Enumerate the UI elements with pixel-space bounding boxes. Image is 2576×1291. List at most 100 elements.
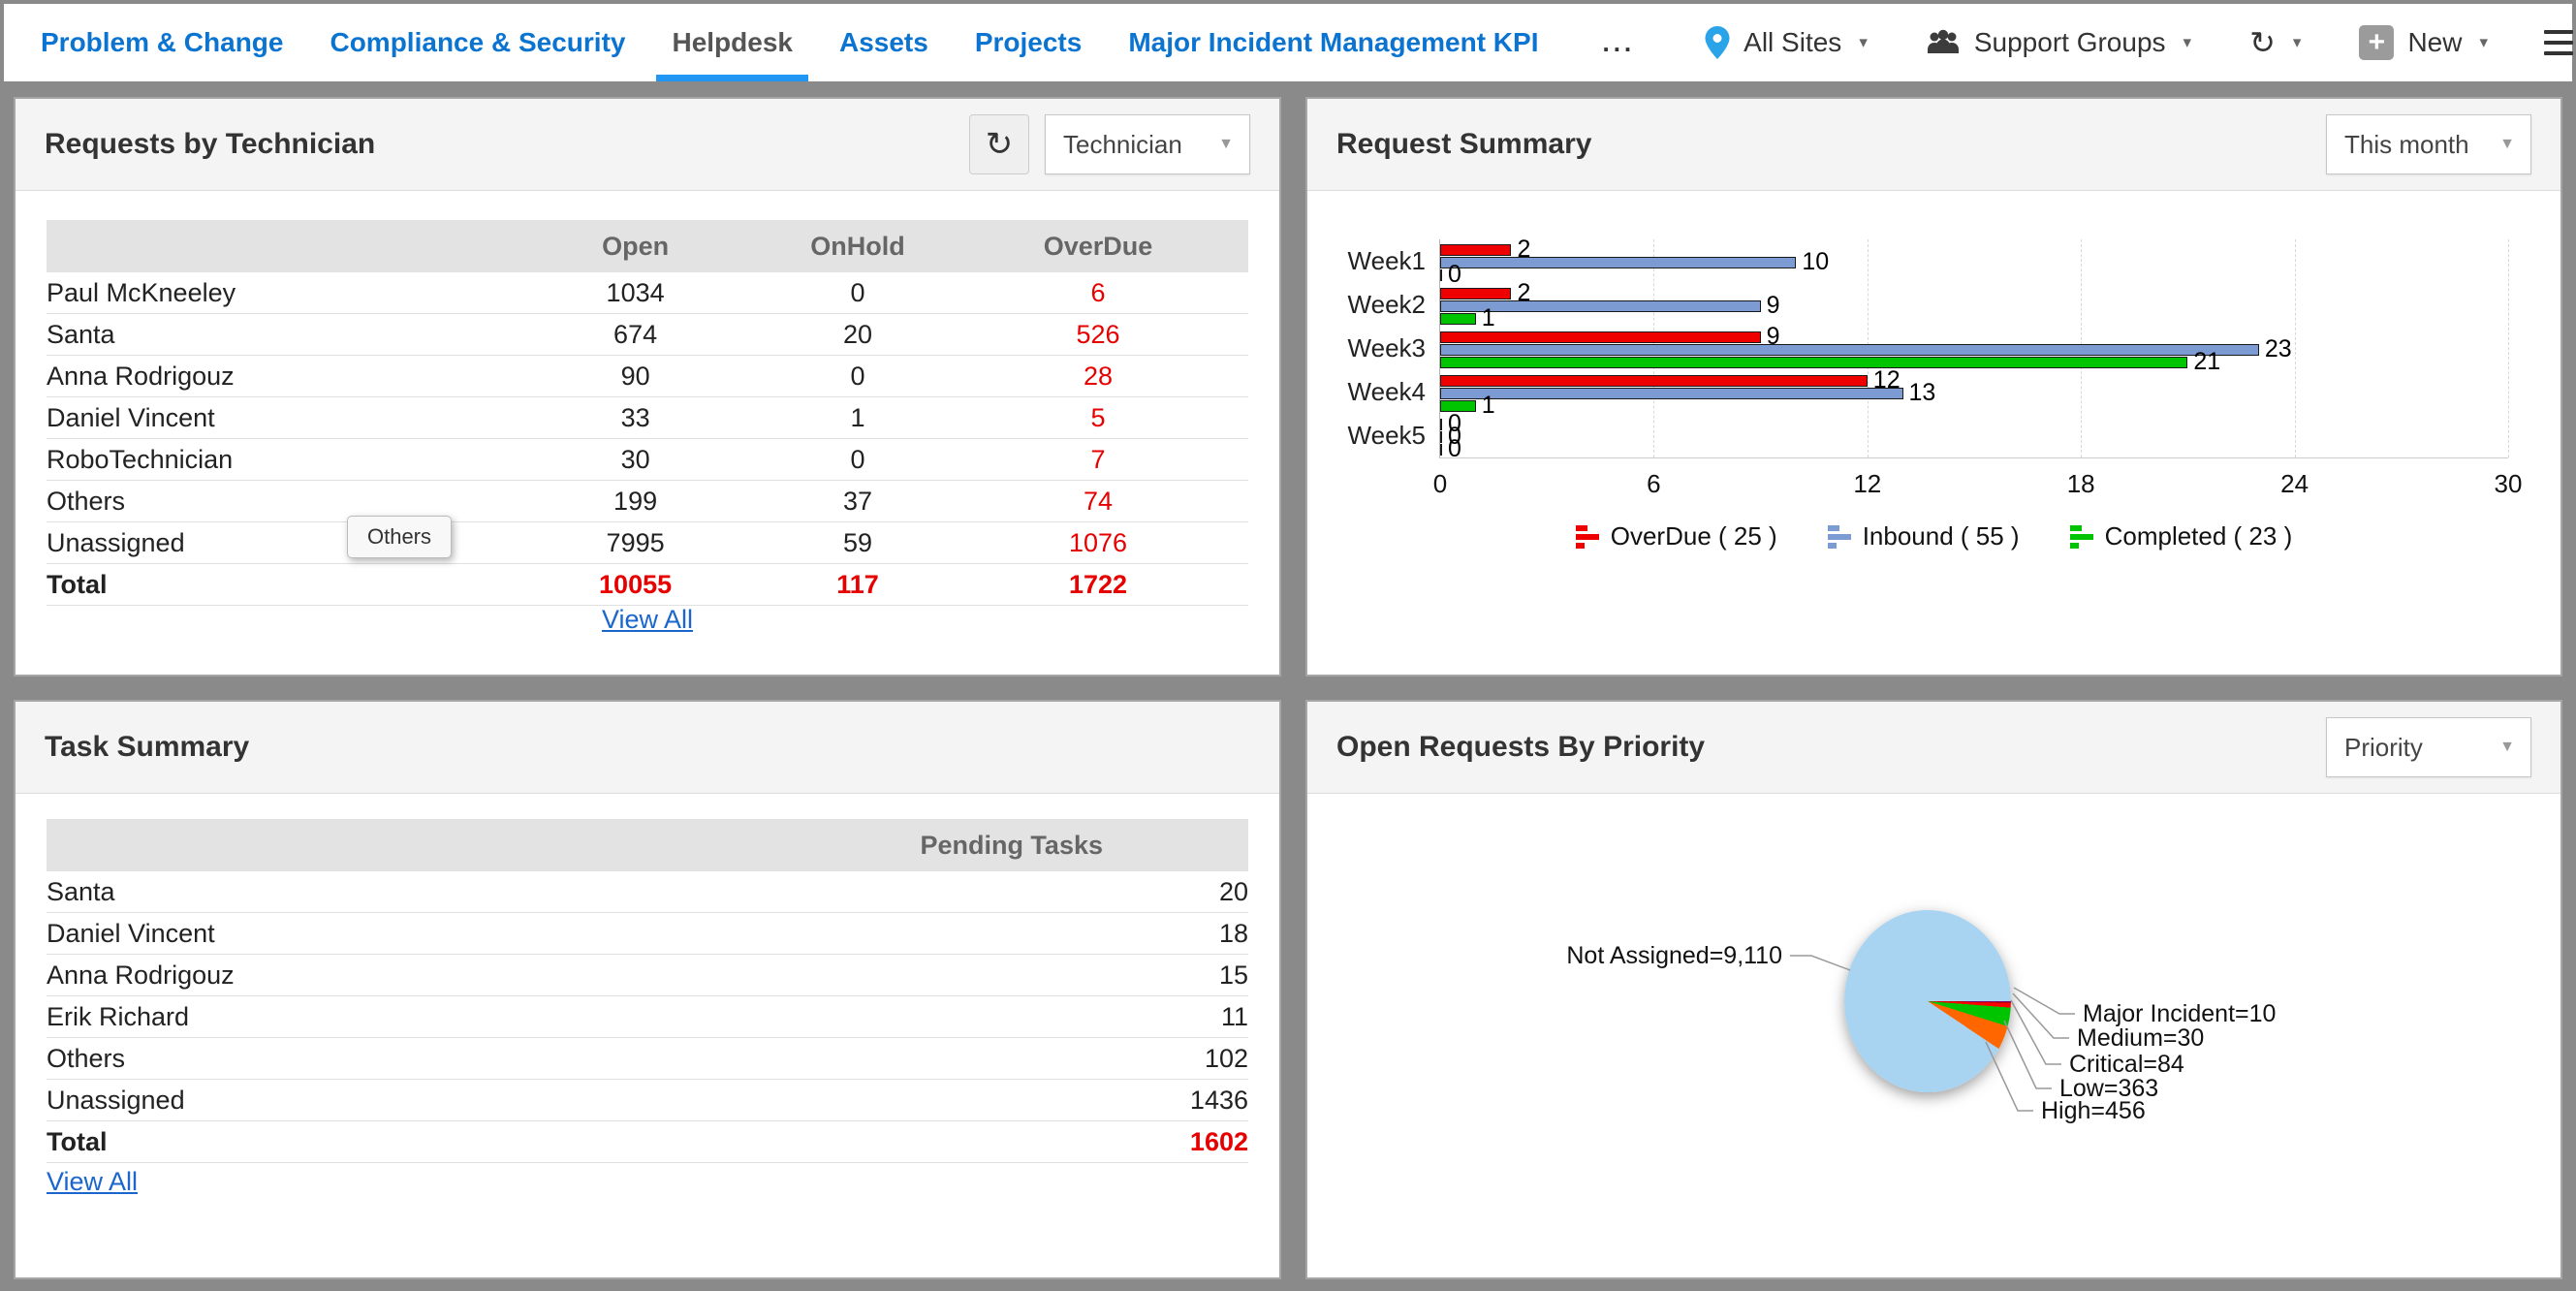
onhold-count[interactable]: 37 <box>767 480 948 522</box>
bar-value-label: 0 <box>1448 423 1461 450</box>
bar-overdue[interactable] <box>1440 331 1761 343</box>
open-count[interactable]: 1034 <box>503 272 768 314</box>
total-open-count[interactable]: 10055 <box>503 563 768 606</box>
onhold-count[interactable]: 1 <box>767 396 948 439</box>
open-requests-by-priority-panel: Open Requests By Priority Priority ▼ Not… <box>1305 700 2562 1279</box>
tab-problem-and-change[interactable]: Problem & Change <box>41 27 284 57</box>
bar-inbound[interactable] <box>1440 387 1903 399</box>
task-summary-table: Pending Tasks Santa 20 Daniel Vincent 18… <box>47 819 1248 1163</box>
pending-tasks-count[interactable]: 15 <box>707 954 1248 996</box>
bar-overdue[interactable] <box>1440 374 1868 387</box>
x-axis-tick-label: 6 <box>1647 469 1661 498</box>
refresh-icon: ↻ <box>2249 25 2276 60</box>
total-row: Total 1602 <box>47 1120 1248 1163</box>
bar-inbound[interactable] <box>1440 256 1797 268</box>
bar-group-week5: Week5 0 0 0 <box>1348 410 2508 461</box>
bar-overdue[interactable] <box>1440 418 1442 430</box>
technician-filter-select[interactable]: Technician ▼ <box>1045 114 1250 174</box>
refresh-widget-button[interactable]: ↻ <box>969 114 1029 174</box>
overdue-count[interactable]: 7 <box>947 438 1248 481</box>
pending-tasks-count[interactable]: 11 <box>707 995 1248 1038</box>
bar-group-week3: Week3 9 23 21 <box>1348 325 2508 374</box>
tab-major-incident-management-kpi[interactable]: Major Incident Management KPI <box>1128 27 1539 57</box>
legend-item-inbound[interactable]: Inbound ( 55 ) <box>1827 521 2020 551</box>
bar-value-label: 0 <box>1448 410 1461 437</box>
overdue-count[interactable]: 5 <box>947 396 1248 439</box>
legend-item-overdue[interactable]: OverDue ( 25 ) <box>1575 521 1777 551</box>
bar-group-week2: Week2 2 9 1 <box>1348 279 2508 331</box>
tab-helpdesk[interactable]: Helpdesk <box>656 4 808 81</box>
open-count[interactable]: 33 <box>503 396 768 439</box>
open-count[interactable]: 90 <box>503 355 768 397</box>
onhold-count[interactable]: 0 <box>767 355 948 397</box>
bar-completed[interactable] <box>1440 312 1476 325</box>
period-filter-select[interactable]: This month ▼ <box>2326 114 2531 174</box>
table-header-row: Pending Tasks <box>47 819 1248 871</box>
bar-completed[interactable] <box>1440 268 1442 281</box>
bar-inbound[interactable] <box>1440 343 2259 356</box>
overdue-count[interactable]: 526 <box>947 313 1248 356</box>
pending-tasks-count[interactable]: 18 <box>707 912 1248 955</box>
open-count[interactable]: 674 <box>503 313 768 356</box>
requests-by-technician-table: Open OnHold OverDue Paul McKneeley 1034 … <box>47 220 1248 606</box>
view-all-link[interactable]: View All <box>47 1167 139 1196</box>
bar-overdue[interactable] <box>1440 287 1512 299</box>
priority-pie-chart[interactable] <box>1844 910 2011 1092</box>
view-all-link[interactable]: View All <box>601 605 694 634</box>
overdue-count[interactable]: 74 <box>947 480 1248 522</box>
overdue-count[interactable]: 28 <box>947 355 1248 397</box>
pending-tasks-count[interactable]: 1436 <box>707 1079 1248 1121</box>
overdue-count[interactable]: 1076 <box>947 521 1248 564</box>
bar-completed[interactable] <box>1440 399 1476 412</box>
chevron-down-icon: ▼ <box>2499 136 2515 152</box>
panel-title: Requests by Technician <box>45 128 376 160</box>
menu-button[interactable] <box>2517 4 2576 81</box>
legend-item-completed[interactable]: Completed ( 23 ) <box>2069 521 2292 551</box>
bar-row: 23 <box>1440 337 2576 362</box>
chevron-down-icon: ▾ <box>2479 33 2488 51</box>
bar-inbound[interactable] <box>1440 299 1761 312</box>
bar-value-label: 2 <box>1517 279 1531 306</box>
pending-tasks-count[interactable]: 20 <box>707 871 1248 913</box>
sites-dropdown[interactable]: All Sites ▾ <box>1676 4 1897 81</box>
panel-header: Request Summary This month ▼ <box>1307 99 2560 191</box>
technician-filter-value: Technician <box>1063 129 1182 159</box>
new-button[interactable]: + New ▾ <box>2330 4 2517 81</box>
onhold-count[interactable]: 59 <box>767 521 948 564</box>
bar-completed[interactable] <box>1440 356 2188 368</box>
bar-row: 1 <box>1440 306 2576 331</box>
open-count[interactable]: 7995 <box>503 521 768 564</box>
panel-header: Requests by Technician ↻ Technician ▼ <box>16 99 1279 191</box>
total-overdue-count[interactable]: 1722 <box>947 563 1248 606</box>
bar-row: 0 <box>1440 263 2576 287</box>
open-count[interactable]: 199 <box>503 480 768 522</box>
priority-filter-select[interactable]: Priority ▼ <box>2326 717 2531 777</box>
tab-compliance-and-security[interactable]: Compliance & Security <box>330 27 626 57</box>
onhold-count[interactable]: 20 <box>767 313 948 356</box>
bar-series-icon <box>2069 524 2093 549</box>
legend-label: OverDue ( 25 ) <box>1610 521 1777 551</box>
gridline <box>2294 239 2296 457</box>
bar-overdue[interactable] <box>1440 243 1512 256</box>
refresh-dropdown[interactable]: ↻ ▾ <box>2220 4 2330 81</box>
bar-completed[interactable] <box>1440 443 1442 456</box>
onhold-count[interactable]: 0 <box>767 438 948 481</box>
chevron-down-icon: ▾ <box>2292 33 2302 51</box>
more-tabs-button[interactable]: ... <box>1561 4 1676 81</box>
bar-row: 10 <box>1440 250 2576 274</box>
open-count[interactable]: 30 <box>503 438 768 481</box>
tab-projects[interactable]: Projects <box>974 27 1083 57</box>
overdue-count[interactable]: 6 <box>947 272 1248 314</box>
bar-inbound[interactable] <box>1440 430 1442 443</box>
bar-category-label: Week1 <box>1347 246 1426 275</box>
tab-assets[interactable]: Assets <box>838 27 928 57</box>
table-row: Erik Richard 11 <box>47 995 1248 1038</box>
onhold-count[interactable]: 0 <box>767 272 948 314</box>
total-pending-tasks-count[interactable]: 1602 <box>707 1120 1248 1163</box>
people-icon <box>1927 29 1959 53</box>
total-onhold-count[interactable]: 117 <box>767 563 948 606</box>
pending-tasks-count[interactable]: 102 <box>707 1037 1248 1080</box>
bar-category-label: Week3 <box>1347 333 1426 362</box>
support-groups-dropdown[interactable]: Support Groups ▾ <box>1897 4 2220 81</box>
